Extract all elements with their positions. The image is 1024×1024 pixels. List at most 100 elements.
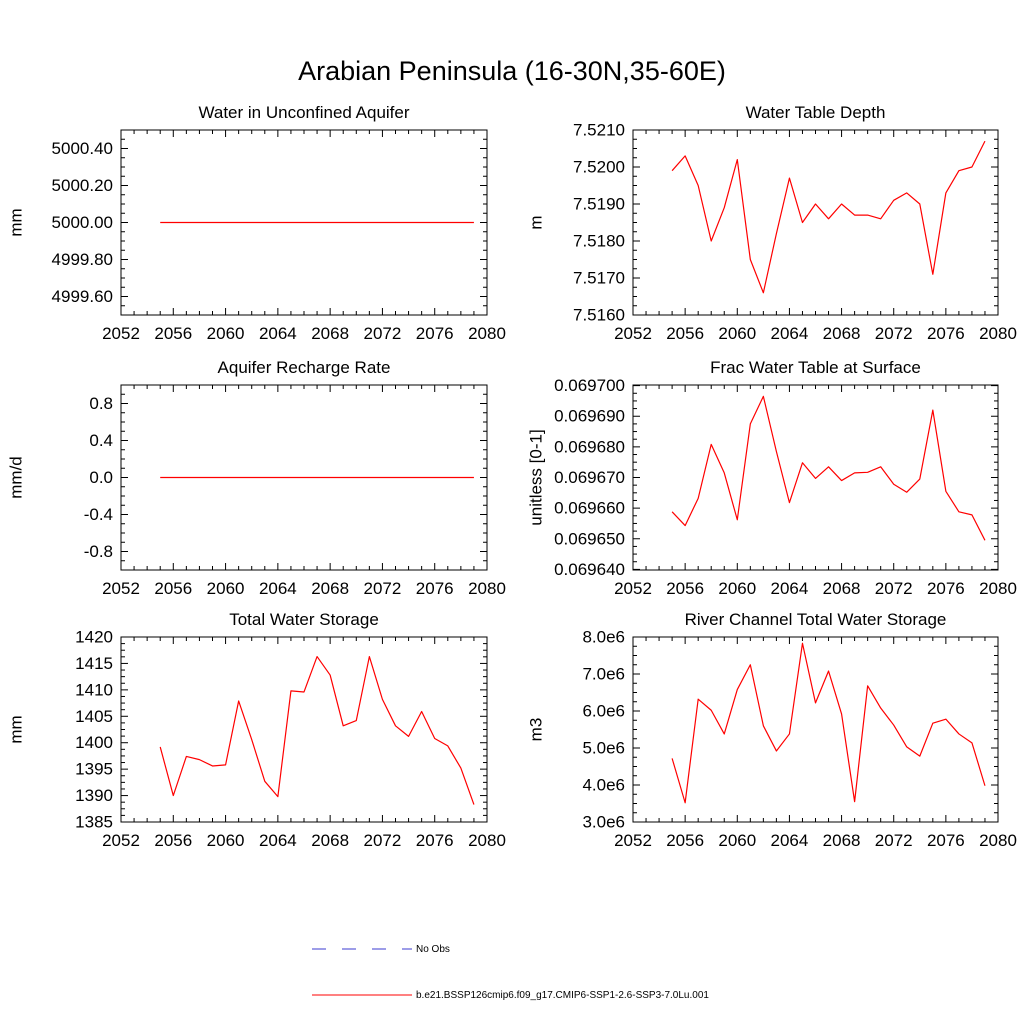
panel4-xtick-label: 2052 [614,579,652,598]
panel1-ytick-label: 4999.60 [52,287,113,306]
panel4-ytick-label: 0.069680 [554,437,625,456]
figure-title: Arabian Peninsula (16-30N,35-60E) [298,56,726,86]
panel2-ytick-label: 7.5210 [573,121,625,140]
panel5-xtick-label: 2056 [154,831,192,850]
panel3-xtick-label: 2080 [468,579,506,598]
panel6-xtick-label: 2060 [718,831,756,850]
panel3-ytick-label: 0.8 [89,394,113,413]
panel5-xtick-label: 2072 [364,831,402,850]
panel2-ytick-label: 7.5180 [573,232,625,251]
panel4-ytick-label: 0.069670 [554,468,625,487]
panel5-xtick-label: 2052 [102,831,140,850]
panel1-ytick-label: 5000.20 [52,176,113,195]
panel5-xtick-label: 2060 [207,831,245,850]
panel6-ytick-label: 6.0e6 [582,702,625,721]
panel5-ytick-label: 1410 [75,680,113,699]
panel5-ytick-label: 1415 [75,654,113,673]
panel4-xtick-label: 2072 [875,579,913,598]
panel5-frame [120,636,488,823]
panel4-ytick-label: 0.069650 [554,529,625,548]
panel2-xtick-label: 2052 [614,324,652,343]
panel2-ytick-label: 7.5200 [573,158,625,177]
panel2-ytick-label: 7.5170 [573,269,625,288]
panel2-ylabel: m [527,215,546,229]
panel6-frame [632,636,999,823]
panel1-xtick-label: 2060 [207,324,245,343]
panel3-title: Aquifer Recharge Rate [218,358,391,377]
panel5-ytick-label: 1395 [75,760,113,779]
panel4-xtick-label: 2056 [666,579,704,598]
panel3-xtick-label: 2072 [364,579,402,598]
panel4-title: Frac Water Table at Surface [710,358,921,377]
panel1-ytick-label: 4999.80 [52,250,113,269]
panel5-xtick-label: 2064 [259,831,297,850]
panel4-ytick-label: 0.069640 [554,560,625,579]
panel6-ytick-label: 8.0e6 [582,628,625,647]
panel5-ylabel: mm [7,715,26,743]
panel2-ytick-label: 7.5190 [573,195,625,214]
legend-label-no-obs: No Obs [416,944,450,955]
panel1-xtick-label: 2056 [154,324,192,343]
panel3-xtick-label: 2060 [207,579,245,598]
panel1-xtick-label: 2072 [364,324,402,343]
panel5-xtick-label: 2080 [468,831,506,850]
panel1-title: Water in Unconfined Aquifer [198,103,409,122]
panel3-xtick-label: 2052 [102,579,140,598]
panel3-ytick-label: 0.0 [89,468,113,487]
panel6-xtick-label: 2076 [927,831,965,850]
panel6-ytick-label: 3.0e6 [582,813,625,832]
panel6-xtick-label: 2056 [666,831,704,850]
panel6-title: River Channel Total Water Storage [685,610,947,629]
panel2-title: Water Table Depth [746,103,886,122]
panel1-ytick-label: 5000.40 [52,139,113,158]
panel5-series-line [159,655,475,805]
panel2-xtick-label: 2076 [927,324,965,343]
panel3-ytick-label: 0.4 [89,431,113,450]
panel6-xtick-label: 2072 [875,831,913,850]
panel5-ytick-label: 1405 [75,707,113,726]
panel1-xtick-label: 2080 [468,324,506,343]
panel3-ytick-label: -0.8 [84,542,113,561]
panel5-xtick-label: 2068 [311,831,349,850]
panel4-ytick-label: 0.069660 [554,499,625,518]
panel6-ytick-label: 4.0e6 [582,776,625,795]
panel1-xtick-label: 2068 [311,324,349,343]
panel6-ytick-label: 7.0e6 [582,665,625,684]
panel1-xtick-label: 2064 [259,324,297,343]
panel3-xtick-label: 2076 [416,579,454,598]
panel4-series-line [671,395,986,541]
panel3-ytick-label: -0.4 [84,505,113,524]
panel6-series-line [671,642,986,804]
panel2-ytick-label: 7.5160 [573,306,625,325]
panel4-xtick-label: 2068 [823,579,861,598]
panel6-xtick-label: 2052 [614,831,652,850]
panel6-ytick-label: 5.0e6 [582,739,625,758]
panel2-xtick-label: 2072 [875,324,913,343]
panel5-xtick-label: 2076 [416,831,454,850]
panel3-xtick-label: 2056 [154,579,192,598]
panel4-ytick-label: 0.069700 [554,376,625,395]
panel1-ylabel: mm [7,208,26,236]
panel6-xtick-label: 2080 [979,831,1017,850]
panel5-ytick-label: 1420 [75,628,113,647]
panel5-ytick-label: 1385 [75,813,113,832]
panel2-series-line [671,140,986,294]
panel4-xtick-label: 2060 [718,579,756,598]
panel4-xtick-label: 2076 [927,579,965,598]
panel1-xtick-label: 2076 [416,324,454,343]
panel4-ylabel: unitless [0-1] [527,429,546,525]
legend-label-model-run: b.e21.BSSP126cmip6.f09_g17.CMIP6-SSP1-2.… [416,990,709,1001]
panel3-ylabel: mm/d [7,456,26,499]
panel2-xtick-label: 2060 [718,324,756,343]
panel3-xtick-label: 2068 [311,579,349,598]
panel6-ylabel: m3 [527,718,546,742]
panel2-xtick-label: 2080 [979,324,1017,343]
panel2-xtick-label: 2068 [823,324,861,343]
panel2-xtick-label: 2064 [771,324,809,343]
panel5-ytick-label: 1390 [75,786,113,805]
panel4-xtick-label: 2064 [771,579,809,598]
panel2-frame [632,129,999,316]
panel1-ytick-label: 5000.00 [52,213,113,232]
panel5-ytick-label: 1400 [75,733,113,752]
